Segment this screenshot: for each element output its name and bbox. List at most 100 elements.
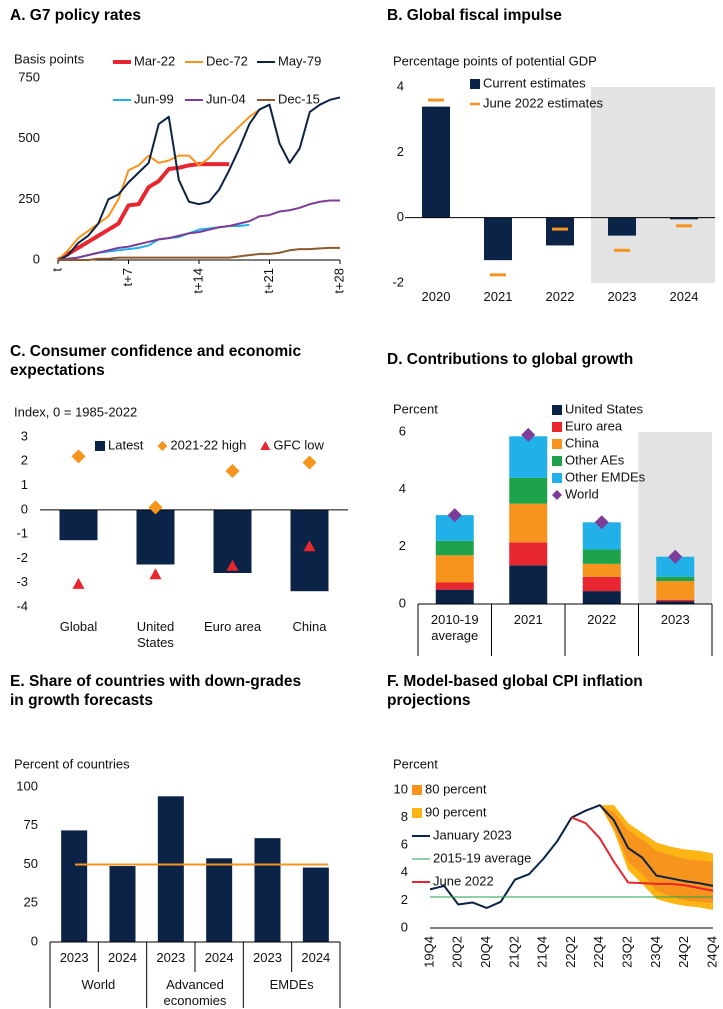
x-tick-label: 2023 [607,289,637,304]
x-tick-label: t+7 [120,268,135,286]
series-line [57,108,261,261]
y-tick-label: 6 [399,423,406,438]
bar [509,477,548,504]
x-tick-label: 23Q2 [620,936,635,968]
bar [608,217,636,236]
legend-label: 90 percent [425,804,487,819]
bar [582,563,621,577]
x-tick-label: China [292,619,327,634]
y-tick-label: 50 [24,856,38,871]
legend-swatch [552,473,562,483]
x-tick-label: 22Q4 [591,936,606,968]
panel-title: D. Contributions to global growth [387,351,634,368]
marker [149,568,162,580]
legend-label: Dec-72 [206,53,248,68]
bar [656,576,695,582]
bar [59,509,98,541]
legend-label: Jun-04 [206,91,246,106]
forecast-shade [653,87,715,283]
x-tick-label: Global [59,619,98,634]
legend-label: Other AEs [565,452,625,467]
legend-label: World [565,486,599,501]
bar [509,436,548,478]
legend-swatch [552,490,562,500]
y-tick-label: 8 [401,809,408,824]
series-line [571,816,714,892]
legend-label: United States [565,401,644,416]
panel-title: A. G7 policy rates [10,7,141,24]
legend-swatch [552,405,562,415]
marker [668,549,683,564]
bar [509,503,548,543]
bar [435,555,474,583]
x-tick-label: t+28 [331,268,346,294]
y-tick-label: 10 [394,781,408,796]
legend-swatch [470,79,480,89]
legend-label: 80 percent [425,781,487,796]
x-tick-label: 2023 [253,950,282,965]
x-tick-label: 20Q4 [478,936,493,968]
marker [148,500,163,515]
bar [254,838,281,942]
bar [582,549,621,564]
bar [206,858,233,942]
legend-swatch [412,785,422,795]
legend-label: China [565,435,600,450]
bar [509,542,548,566]
series-line [57,96,341,261]
bar [484,217,512,261]
y-tick-label: 0 [399,595,406,610]
y-tick-label: 750 [18,69,40,84]
x-tick-label: 2010-19 average [430,612,479,643]
y-tick-label: 250 [18,191,40,206]
y-axis-label: Percentage points of potential GDP [393,53,597,68]
panel-title: E. Share of countries with down-grades i… [10,673,302,709]
bar [546,217,574,246]
x-tick-label: 2024 [301,950,331,965]
legend-label: Dec-15 [278,91,320,106]
y-tick-label: 0 [33,251,40,266]
forecast-shade [591,87,653,283]
bar [656,599,695,602]
x-tick-label: 2024 [669,289,699,304]
bar [656,556,695,577]
y-tick-label: -2 [392,274,404,289]
series-line [56,162,230,262]
x-tick-label: 24Q4 [704,936,719,968]
marker [521,427,536,442]
x-tick-label: 2023 [59,950,89,965]
legend-label: June 2022 estimates [483,95,603,110]
bar [422,106,450,218]
x-tick-label: 2023 [156,950,186,965]
legend-swatch [552,439,562,449]
y-tick-label: 500 [18,130,40,145]
x-tick-label: 19Q4 [421,936,436,968]
series-line [58,246,340,261]
y-tick-label: 6 [401,837,408,852]
confidence-band [599,805,713,904]
x-tick-label: 2023 [660,612,690,627]
legend-label: Jun-99 [134,91,174,106]
marker [302,455,317,470]
y-axis-label: Percent [393,756,438,771]
x-tick-label: 21Q4 [535,936,550,968]
legend-swatch [552,456,562,466]
marker [225,464,240,478]
bar [302,867,329,942]
x-tick-label: United States [136,619,175,650]
legend-swatch [95,441,105,451]
y-tick-label: -3 [16,574,28,589]
bar [435,540,474,556]
y-tick-label: 0 [401,919,408,934]
y-tick-label: -1 [16,526,28,541]
y-tick-label: 0 [397,209,404,224]
bar [582,591,621,604]
series-line [57,199,340,261]
panel-title: B. Global fiscal impulse [387,7,562,24]
y-tick-label: 2 [401,892,408,907]
x-tick-label: t+21 [261,268,276,294]
y-tick-label: 4 [397,78,404,93]
y-tick-label: 4 [399,481,406,496]
